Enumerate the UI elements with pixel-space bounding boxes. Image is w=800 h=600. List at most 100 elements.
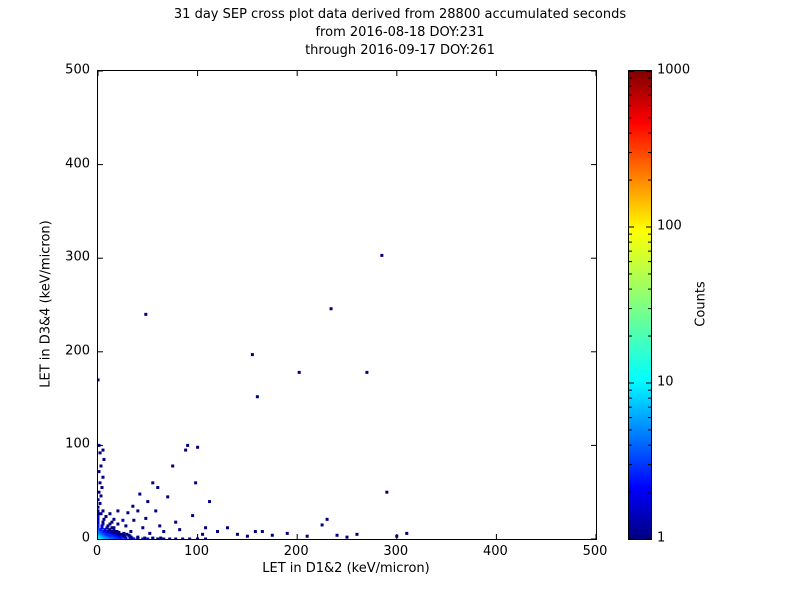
scatter-point	[101, 520, 105, 524]
x-tick-label: 400	[482, 544, 508, 559]
x-tick-label: 500	[582, 544, 608, 559]
scatter-point	[162, 537, 166, 539]
scatter-point	[117, 530, 121, 534]
scatter-point	[114, 532, 118, 536]
scatter-canvas	[98, 71, 596, 539]
scatter-point	[204, 537, 208, 539]
scatter-point	[174, 520, 178, 524]
scatter-point	[144, 312, 148, 316]
scatter-point	[108, 522, 112, 526]
scatter-point	[132, 518, 136, 522]
scatter-point	[99, 494, 103, 498]
scatter-point	[103, 528, 107, 532]
scatter-point	[380, 253, 384, 257]
x-tick-label: 0	[92, 544, 102, 559]
chart-subtitle-from: from 2016-08-18 DOY:231	[315, 25, 485, 40]
scatter-point	[174, 537, 178, 539]
scatter-point	[141, 526, 145, 530]
scatter-point	[100, 486, 104, 490]
colorbar-tick-label: 1	[657, 530, 666, 546]
scatter-point	[136, 535, 140, 539]
scatter-point	[104, 515, 108, 519]
scatter-point	[395, 534, 399, 538]
scatter-point	[100, 524, 104, 528]
scatter-point	[136, 509, 140, 513]
colorbar-tick-label: 100	[657, 218, 682, 234]
y-tick-label: 200	[65, 343, 90, 359]
scatter-point	[98, 526, 100, 530]
x-axis-label: LET in D1&2 (keV/micron)	[262, 561, 430, 576]
scatter-point	[305, 534, 309, 538]
scatter-point	[98, 481, 102, 485]
scatter-point	[335, 533, 339, 537]
scatter-point	[188, 537, 192, 539]
scatter-point	[99, 528, 103, 532]
scatter-point	[98, 509, 100, 513]
scatter-point	[168, 537, 172, 539]
scatter-point	[270, 533, 274, 537]
scatter-point	[101, 475, 105, 479]
scatter-point	[108, 530, 112, 534]
scatter-point	[98, 505, 100, 509]
scatter-point	[320, 523, 324, 527]
scatter-point	[148, 531, 152, 535]
scatter-point	[131, 504, 135, 508]
scatter-point	[201, 532, 205, 536]
y-tick-label: 0	[81, 530, 90, 546]
scatter-point	[98, 520, 100, 524]
scatter-point	[98, 524, 100, 528]
scatter-point	[112, 530, 116, 534]
scatter-point	[119, 532, 123, 536]
scatter-point	[166, 495, 170, 499]
scatter-point	[329, 307, 333, 311]
scatter-point	[102, 457, 106, 461]
scatter-point	[100, 526, 104, 530]
scatter-point	[260, 530, 264, 534]
scatter-point	[297, 370, 301, 374]
scatter-point	[108, 512, 112, 516]
y-tick-label: 100	[65, 436, 90, 452]
y-axis-label: LET in D3&4 (keV/micron)	[38, 220, 54, 388]
scatter-point	[126, 511, 130, 515]
scatter-point	[98, 490, 101, 494]
scatter-point	[116, 522, 120, 526]
chart-subtitle-through: through 2016-09-17 DOY:261	[305, 43, 495, 58]
scatter-point	[124, 524, 128, 528]
colorbar-tick-label: 10	[657, 374, 674, 390]
scatter-point	[154, 509, 158, 513]
chart-title: 31 day SEP cross plot data derived from …	[173, 7, 627, 22]
scatter-point	[355, 532, 359, 536]
y-tick-label: 400	[65, 156, 90, 172]
scatter-point	[138, 492, 142, 496]
scatter-point	[250, 353, 254, 357]
y-tick-label: 500	[65, 62, 90, 78]
colorbar-ticks	[629, 71, 651, 539]
scatter-point	[146, 537, 150, 539]
scatter-point	[143, 536, 147, 539]
scatter-point	[112, 529, 116, 533]
scatter-point	[196, 445, 200, 449]
scatter-point	[285, 531, 289, 535]
scatter-point	[216, 530, 220, 534]
scatter-point	[110, 526, 114, 530]
plot-area	[97, 70, 597, 540]
scatter-point	[156, 486, 160, 490]
y-tick-label: 300	[65, 249, 90, 265]
colorbar-tick-label: 1000	[657, 62, 691, 78]
scatter-point	[245, 534, 249, 538]
scatter-point	[98, 512, 100, 516]
scatter-point	[178, 528, 182, 532]
scatter-point	[98, 517, 100, 521]
scatter-point	[101, 509, 105, 513]
scatter-point	[132, 537, 136, 539]
scatter-point	[162, 530, 166, 534]
scatter-point	[184, 448, 188, 452]
scatter-point	[159, 536, 163, 539]
scatter-point	[235, 532, 239, 536]
scatter-point	[98, 498, 100, 502]
scatter-point	[144, 516, 148, 520]
scatter-point	[108, 528, 112, 532]
scatter-point	[99, 464, 103, 468]
scatter-point	[98, 470, 101, 474]
scatter-point	[225, 526, 229, 530]
